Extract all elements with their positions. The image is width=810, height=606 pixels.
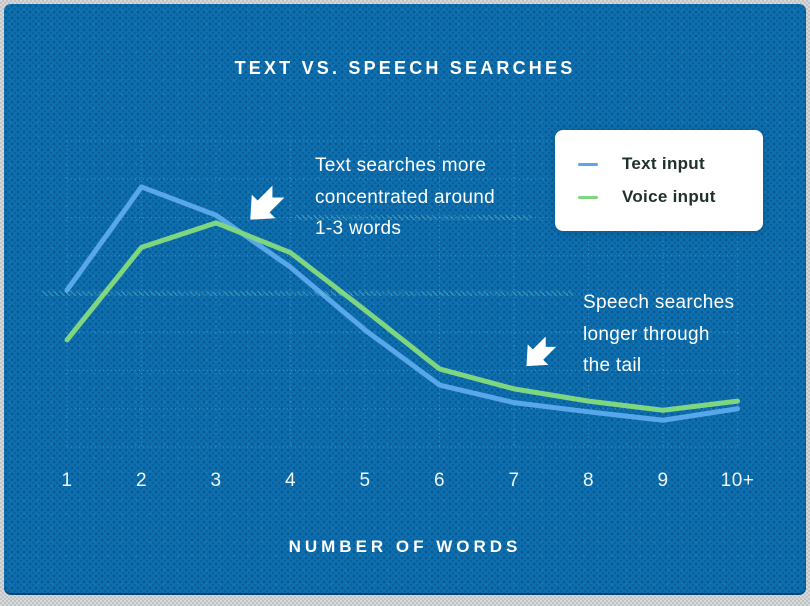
voice-input-line-swatch xyxy=(578,195,598,199)
annotation-line: concentrated around xyxy=(315,186,495,208)
legend-label: Text input xyxy=(622,154,705,173)
x-tick-label: 6 xyxy=(433,470,446,491)
line-chart xyxy=(64,140,740,448)
text-input-line xyxy=(64,184,740,423)
x-tick-label: 9 xyxy=(657,470,669,491)
annotation-line: Speech searches xyxy=(583,292,735,313)
annotation-speech-searches: Speech searches longer through the tail xyxy=(583,287,734,382)
hatched-gridline-artifact xyxy=(295,215,531,220)
legend-item-text-input: Text input xyxy=(578,154,763,174)
x-tick-label: 1 xyxy=(61,470,73,491)
chart-title: TEXT VS. SPEECH SEARCHES xyxy=(234,58,576,78)
legend: Text input Voice input xyxy=(555,130,763,231)
legend-item-voice-input: Voice input xyxy=(578,187,763,207)
annotation-line: 1-3 words xyxy=(315,218,402,239)
voice-input-line xyxy=(64,220,740,413)
legend-label: Voice input xyxy=(622,187,716,206)
x-tick-label: 2 xyxy=(135,470,148,491)
x-tick-label: 3 xyxy=(210,470,222,491)
chart-card: TEXT VS. SPEECH SEARCHES Text input Voic… xyxy=(4,4,806,595)
x-axis-title: NUMBER OF WORDS xyxy=(288,537,522,556)
annotation-line: Text searches more xyxy=(315,155,487,176)
x-tick-label: 5 xyxy=(359,470,371,491)
x-tick-label: 7 xyxy=(508,470,520,491)
x-tick-label: 10+ xyxy=(720,470,755,491)
x-tick-label: 4 xyxy=(284,470,297,491)
annotation-line: the tail xyxy=(583,355,642,376)
x-axis: 1 2 3 4 5 6 7 8 9 10+ xyxy=(4,470,806,494)
arrow-down-left-icon xyxy=(526,336,557,367)
hatched-gridline-artifact xyxy=(41,291,573,296)
text-input-line-swatch xyxy=(578,162,598,166)
annotation-text-searches: Text searches more concentrated around 1… xyxy=(315,150,495,245)
annotation-line: longer through xyxy=(583,323,710,345)
x-tick-label: 8 xyxy=(582,470,595,491)
arrow-down-left-icon xyxy=(250,185,285,220)
